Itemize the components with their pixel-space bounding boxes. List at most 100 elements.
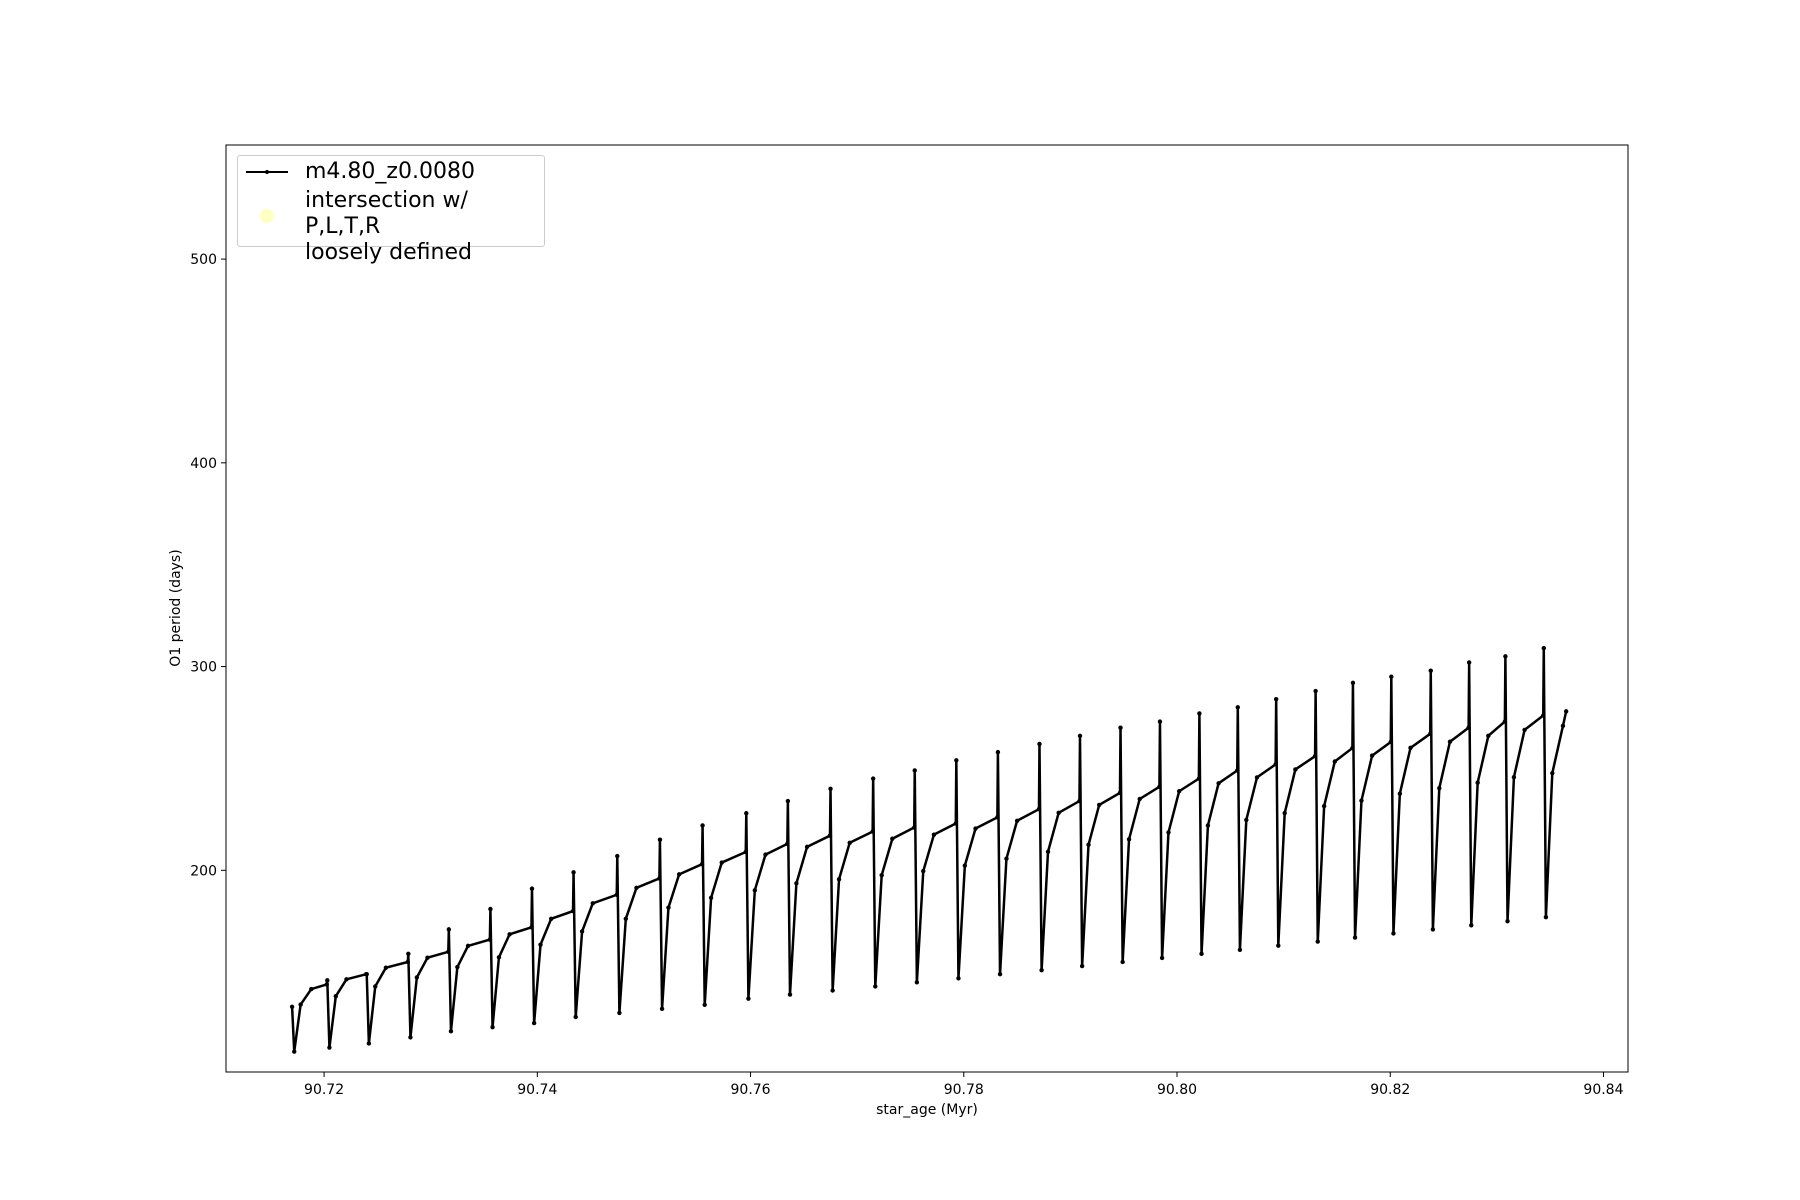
series-marker [1039, 967, 1044, 973]
series-marker [1466, 725, 1471, 730]
series-marker [879, 872, 884, 878]
series-marker [752, 888, 758, 893]
series-marker [1350, 680, 1356, 686]
series-marker [1475, 780, 1480, 785]
plot-frame [225, 144, 1629, 1073]
series-marker [1157, 784, 1162, 789]
series-marker [1313, 688, 1318, 694]
series-marker [700, 823, 705, 828]
series-marker [1056, 810, 1061, 816]
series-marker [487, 937, 493, 942]
series-marker [743, 849, 748, 855]
y-axis-label: O1 period (days) [168, 549, 184, 666]
series-marker [1244, 817, 1249, 823]
y-tick-label: 300 [190, 660, 217, 676]
series-marker [921, 868, 926, 874]
series-marker [827, 833, 833, 838]
series-marker [1273, 762, 1278, 767]
series-marker [1036, 806, 1042, 812]
series-marker [785, 841, 790, 847]
series-marker [954, 758, 959, 763]
series-marker [364, 972, 369, 977]
series-marker [1502, 719, 1508, 724]
series-marker [1541, 646, 1546, 651]
series-marker [1511, 774, 1517, 780]
series-marker [298, 1002, 303, 1007]
series-marker [1503, 654, 1508, 659]
series-marker [657, 837, 663, 842]
series-marker [804, 844, 810, 850]
series-marker [405, 959, 410, 965]
series-marker [1428, 668, 1433, 673]
x-tick-label: 90.78 [944, 1082, 984, 1098]
series-marker [1560, 723, 1566, 729]
series-marker [912, 768, 917, 773]
series-marker [325, 978, 330, 983]
series-marker [333, 994, 339, 999]
series-marker [1235, 768, 1240, 773]
legend-marker-key [265, 170, 269, 174]
y-tick-label: 500 [190, 252, 217, 268]
series-marker [1126, 837, 1132, 842]
series-marker [956, 976, 961, 981]
series-marker [425, 955, 430, 960]
series-marker [1197, 711, 1202, 716]
series-marker [1466, 660, 1472, 665]
series-marker [1117, 790, 1123, 796]
series-marker [1359, 798, 1364, 803]
series-marker [953, 821, 958, 826]
x-tick-label: 90.82 [1370, 1082, 1410, 1098]
series-marker [1045, 849, 1051, 854]
series-marker [446, 949, 451, 954]
series-marker [1563, 709, 1569, 714]
series-marker [912, 825, 917, 830]
series-marker [327, 1045, 332, 1050]
series-marker [1505, 919, 1510, 924]
series-marker [787, 992, 793, 997]
x-axis-label: star_age (Myr) [876, 1102, 978, 1118]
series-marker [1157, 719, 1163, 724]
series-marker [408, 1035, 413, 1040]
series-marker [995, 815, 1000, 820]
series-marker [1159, 955, 1165, 961]
series-marker [1486, 733, 1491, 739]
y-tick-label: 400 [190, 456, 217, 472]
series-marker [702, 1002, 707, 1007]
series-marker [1543, 914, 1549, 920]
series-marker [623, 916, 629, 921]
series-marker [529, 886, 535, 891]
series-marker [614, 892, 619, 897]
series-marker [507, 932, 512, 937]
series-marker [931, 832, 937, 837]
series-marker [1550, 770, 1555, 776]
series-marker [1332, 759, 1338, 764]
series-marker [1196, 776, 1202, 781]
series-marker [446, 927, 452, 932]
series-marker [615, 853, 620, 859]
series-marker [1397, 791, 1403, 796]
series-marker [1176, 789, 1182, 794]
series-marker [995, 749, 1001, 755]
series-marker [579, 929, 585, 934]
x-tick-label: 90.72 [304, 1082, 344, 1098]
x-tick-label: 90.76 [731, 1082, 771, 1098]
series-marker [531, 1020, 537, 1026]
series-marker [847, 840, 852, 845]
series-marker [1437, 785, 1442, 791]
legend: m4.80_z0.0080 intersection w/ P,L,T,R lo… [237, 155, 545, 265]
series-marker [870, 776, 876, 781]
series-marker [1352, 935, 1358, 940]
series-marker [1216, 781, 1221, 786]
series-marker [699, 861, 705, 867]
series-marker [590, 901, 595, 906]
series-marker [617, 1010, 622, 1016]
series-marker [746, 996, 751, 1001]
series-marker [666, 905, 671, 910]
series-marker [1469, 923, 1474, 928]
series-marker [1199, 951, 1204, 957]
series-marker [1389, 674, 1394, 679]
series-marker [1086, 842, 1091, 848]
series-marker [1235, 705, 1240, 710]
series-marker [763, 852, 768, 857]
